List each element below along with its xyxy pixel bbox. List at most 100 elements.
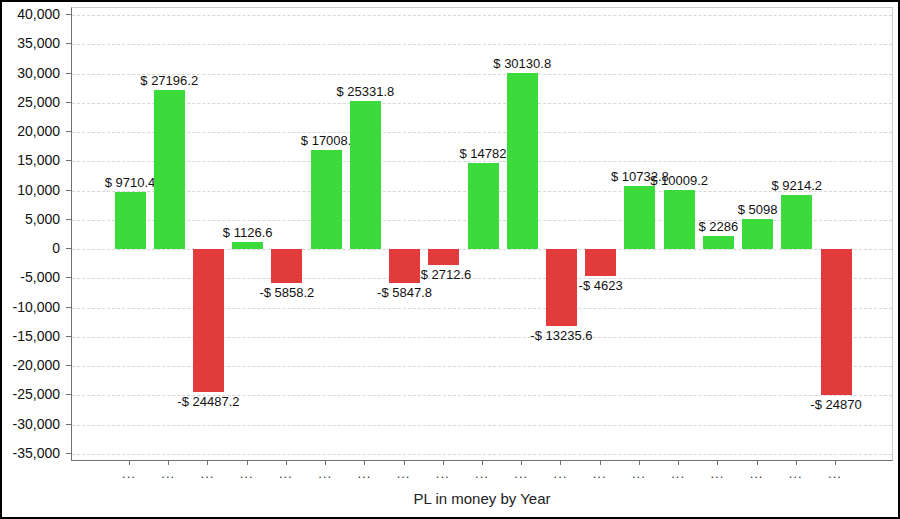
x-tick-mark	[678, 461, 679, 465]
x-tick-label: ...	[397, 466, 411, 481]
y-tick-mark	[66, 43, 71, 44]
profit-bar	[468, 163, 499, 249]
x-tick-mark	[207, 461, 208, 465]
x-tick-mark	[639, 461, 640, 465]
x-tick-mark	[325, 461, 326, 465]
profit-bar	[742, 219, 773, 249]
bar-value-label: $ 25331.8	[336, 84, 394, 99]
x-tick-label: ...	[201, 466, 215, 481]
x-tick-label: ...	[240, 466, 254, 481]
y-tick-label: -30,000	[0, 416, 60, 432]
y-tick-label: -10,000	[0, 299, 60, 315]
loss-bar	[428, 249, 459, 265]
profit-bar	[781, 195, 812, 249]
y-tick-label: -5,000	[0, 269, 60, 285]
y-tick-label: 30,000	[0, 65, 60, 81]
x-tick-mark	[129, 461, 130, 465]
chart-frame: $ 9710.4$ 27196.2-$ 24487.2$ 1126.6-$ 58…	[0, 0, 900, 519]
x-tick-mark	[286, 461, 287, 465]
y-tick-mark	[66, 102, 71, 103]
y-tick-mark	[66, 307, 71, 308]
y-tick-label: -35,000	[0, 445, 60, 461]
y-tick-mark	[66, 131, 71, 132]
y-tick-label: -20,000	[0, 357, 60, 373]
gridline	[72, 454, 892, 455]
profit-bar	[703, 236, 734, 249]
x-tick-label: ...	[122, 466, 136, 481]
bar-value-label: -$ 2712.6	[416, 267, 471, 282]
bar-value-label: $ 30130.8	[493, 56, 551, 71]
profit-bar	[664, 190, 695, 249]
loss-bar	[389, 249, 420, 283]
loss-bar	[193, 249, 224, 392]
y-tick-mark	[66, 219, 71, 220]
x-tick-mark	[404, 461, 405, 465]
x-tick-mark	[835, 461, 836, 465]
y-tick-mark	[66, 14, 71, 15]
gridline	[72, 132, 892, 133]
y-tick-mark	[66, 424, 71, 425]
bar-value-label: $ 2286	[698, 219, 738, 234]
profit-bar	[115, 192, 146, 249]
profit-bar	[350, 101, 381, 249]
y-tick-label: 25,000	[0, 94, 60, 110]
profit-bar	[311, 150, 342, 250]
y-tick-label: 20,000	[0, 123, 60, 139]
bar-value-label: -$ 24487.2	[177, 394, 239, 409]
y-tick-mark	[66, 160, 71, 161]
bar-value-label: $ 5098	[738, 202, 778, 217]
y-tick-mark	[66, 394, 71, 395]
y-tick-label: 35,000	[0, 35, 60, 51]
y-tick-mark	[66, 453, 71, 454]
x-tick-label: ...	[789, 466, 803, 481]
y-tick-mark	[66, 365, 71, 366]
loss-bar	[546, 249, 577, 326]
y-tick-mark	[66, 73, 71, 74]
bar-value-label: -$ 5847.8	[377, 285, 432, 300]
bar-value-label: $ 17008.	[301, 133, 352, 148]
bar-value-label: -$ 4623	[579, 278, 623, 293]
x-tick-label: ...	[161, 466, 175, 481]
loss-bar	[585, 249, 616, 276]
bar-value-label: -$ 5858.2	[259, 285, 314, 300]
x-tick-label: ...	[828, 466, 842, 481]
y-tick-label: -15,000	[0, 328, 60, 344]
bar-value-label: -$ 13235.6	[530, 328, 592, 343]
chart-title: PL in money by Year	[71, 490, 893, 507]
x-tick-mark	[560, 461, 561, 465]
y-tick-mark	[66, 277, 71, 278]
x-tick-mark	[168, 461, 169, 465]
x-tick-label: ...	[710, 466, 724, 481]
loss-bar	[821, 249, 852, 395]
profit-bar	[507, 73, 538, 249]
bar-value-label: $ 9710.4	[105, 175, 156, 190]
gridline	[72, 15, 892, 16]
y-tick-mark	[66, 336, 71, 337]
bar-value-label: $ 14782	[460, 146, 507, 161]
x-tick-mark	[717, 461, 718, 465]
bar-value-label: $ 10009.2	[650, 173, 708, 188]
x-tick-mark	[757, 461, 758, 465]
loss-bar	[271, 249, 302, 283]
bar-value-label: -$ 24870	[810, 397, 861, 412]
profit-bar	[624, 186, 655, 249]
x-tick-mark	[600, 461, 601, 465]
gridline	[72, 44, 892, 45]
x-tick-mark	[482, 461, 483, 465]
x-tick-mark	[443, 461, 444, 465]
gridline	[72, 103, 892, 104]
x-tick-label: ...	[593, 466, 607, 481]
x-tick-label: ...	[279, 466, 293, 481]
y-tick-label: 0	[0, 240, 60, 256]
gridline	[72, 425, 892, 426]
x-tick-mark	[796, 461, 797, 465]
x-tick-label: ...	[318, 466, 332, 481]
y-tick-label: 10,000	[0, 182, 60, 198]
x-tick-mark	[521, 461, 522, 465]
x-tick-label: ...	[554, 466, 568, 481]
x-tick-label: ...	[475, 466, 489, 481]
y-tick-label: 40,000	[0, 6, 60, 22]
bar-value-label: $ 9214.2	[771, 178, 822, 193]
profit-bar	[232, 242, 263, 249]
x-tick-mark	[247, 461, 248, 465]
